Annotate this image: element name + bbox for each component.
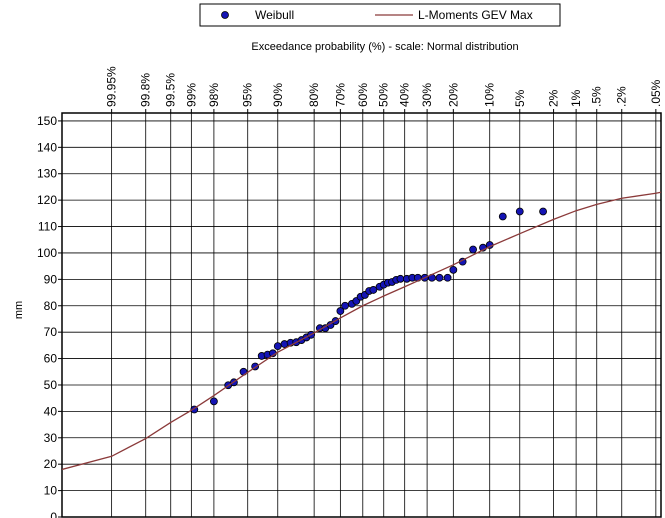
y-tick-label: 110 [38,220,57,234]
y-tick-label: 130 [37,167,57,181]
y-tick-label: 80 [44,299,58,313]
x-tick-label: 80% [307,83,321,107]
data-point [515,207,524,216]
data-point [369,286,378,294]
x-tick-label: 2% [547,89,561,107]
x-tick-label: 70% [333,83,347,107]
data-point [273,342,282,351]
x-tick-label: 99.5% [164,73,178,107]
plot-area [62,113,661,517]
y-tick-label: 10 [44,484,58,498]
legend-label: Weibull [255,8,294,22]
y-tick-label: 0 [50,510,57,518]
x-tick-label: 98% [207,83,221,107]
y-tick-label: 120 [37,193,57,207]
data-point [539,207,547,216]
data-point [341,301,349,310]
y-tick-label: 90 [44,272,58,286]
x-tick-label: 99.95% [105,66,119,107]
plot-frame [61,112,662,518]
x-tick-label: 99.8% [139,73,153,107]
legend-label: L-Moments GEV Max [418,8,533,22]
x-tick-label: .05% [649,79,663,107]
x-tick-label: 10% [483,83,497,107]
x-tick-label: 90% [271,83,285,107]
data-point [435,273,444,282]
gev-curve [62,191,661,471]
y-tick-label: 30 [44,431,58,445]
data-point [209,397,218,406]
y-tick-label: 100 [37,246,57,260]
y-tick-label: 40 [44,404,58,418]
y-tick-label: 150 [37,114,57,128]
data-point [396,274,405,283]
x-tick-label: 95% [241,83,255,107]
x-tick-label: .5% [590,86,604,107]
data-point [449,265,458,274]
x-tick-label: 20% [446,83,460,107]
y-tick-label: 20 [44,457,58,471]
plot-layer [62,191,661,471]
x-tick-label: 60% [356,83,370,107]
x-tick-label: 5% [513,89,527,107]
data-point [443,273,452,282]
x-tick-label: 30% [420,83,434,107]
y-tick-label: 70 [44,325,58,339]
y-axis-label: mm [13,301,25,319]
x-tick-label: .2% [615,86,629,107]
y-tick-label: 60 [44,352,58,366]
x-tick-label: 50% [377,83,391,107]
chart-title: Exceedance probability (%) - scale: Norm… [251,41,518,53]
y-tick-label: 140 [37,140,57,154]
x-tick-label: 40% [398,83,412,107]
data-point [336,307,345,315]
x-tick-label: 1% [569,89,583,107]
x-tick-label: 99% [184,83,198,107]
data-point [498,212,507,221]
data-point [469,245,477,254]
y-tick-label: 50 [44,378,58,392]
legend-marker [221,11,229,19]
